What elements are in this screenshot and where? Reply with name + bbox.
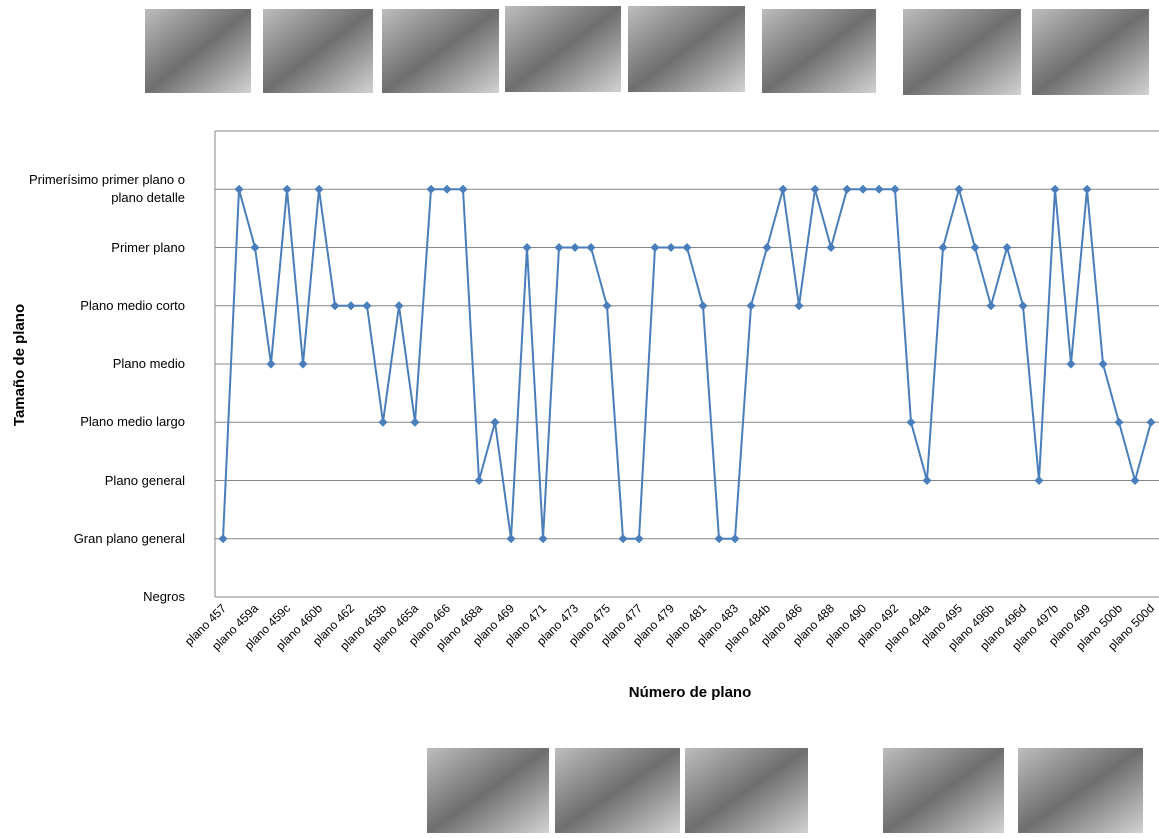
marker — [330, 301, 340, 311]
film-still — [762, 9, 876, 93]
marker — [698, 301, 708, 311]
marker — [650, 243, 660, 252]
film-still — [883, 748, 1004, 833]
marker — [618, 534, 628, 544]
marker — [1098, 359, 1108, 369]
y-tick-label: Plano medio corto — [80, 297, 185, 313]
y-tick-label: Gran plano general — [73, 530, 185, 546]
y-tick-label: Primerísimo primer plano o plano detalle — [28, 172, 185, 206]
marker — [986, 301, 996, 311]
marker — [1146, 417, 1156, 427]
marker — [938, 243, 948, 252]
marker — [1018, 301, 1028, 311]
y-axis-title: Tamaño de plano — [11, 304, 28, 426]
marker — [538, 534, 548, 544]
film-still — [1018, 748, 1143, 833]
film-still — [685, 748, 808, 833]
y-tick-label: Plano general — [104, 472, 185, 488]
marker — [250, 243, 260, 252]
marker — [602, 301, 612, 311]
marker — [346, 301, 356, 311]
marker — [442, 184, 452, 194]
marker — [1130, 476, 1140, 485]
marker — [730, 534, 740, 544]
thumbnails-bottom — [427, 748, 1143, 833]
thumbnails-top — [145, 6, 1149, 95]
marker — [1082, 184, 1092, 194]
marker — [1066, 359, 1076, 369]
marker — [314, 184, 324, 194]
film-still — [427, 748, 549, 833]
marker — [506, 534, 516, 544]
film-still — [263, 9, 373, 93]
marker — [778, 184, 788, 194]
marker — [634, 534, 644, 544]
marker — [858, 184, 868, 194]
marker — [762, 243, 772, 252]
marker — [218, 534, 228, 544]
marker — [298, 359, 308, 369]
marker — [426, 184, 436, 194]
marker — [842, 184, 852, 194]
film-still — [382, 9, 499, 93]
marker — [826, 243, 836, 252]
marker — [410, 417, 420, 427]
y-tick-label: Plano medio largo — [80, 414, 185, 430]
marker — [1050, 184, 1060, 194]
marker — [490, 417, 500, 427]
marker — [1114, 417, 1124, 427]
marker — [554, 243, 564, 252]
marker — [1002, 243, 1012, 252]
y-tick-label: Plano medio — [112, 356, 185, 371]
film-still — [555, 748, 680, 833]
marker — [922, 476, 932, 485]
marker — [362, 301, 372, 311]
marker — [474, 476, 484, 485]
film-still — [628, 6, 745, 92]
marker — [378, 417, 388, 427]
marker — [282, 184, 292, 194]
marker — [906, 417, 916, 427]
marker — [874, 184, 884, 194]
marker — [794, 301, 804, 311]
y-tick-label: Negros — [143, 589, 185, 604]
marker — [970, 243, 980, 252]
x-axis-title: Número de plano — [629, 684, 752, 701]
marker — [954, 184, 964, 194]
marker — [682, 243, 692, 252]
marker — [522, 243, 532, 252]
y-tick-label: Primer plano — [111, 239, 185, 255]
marker — [746, 301, 756, 311]
marker — [458, 184, 468, 194]
marker — [266, 359, 276, 369]
marker — [394, 301, 404, 311]
film-still — [1032, 9, 1149, 95]
marker — [810, 184, 820, 194]
film-still — [145, 9, 251, 93]
film-still — [505, 6, 621, 92]
marker — [890, 184, 900, 194]
marker — [586, 243, 596, 252]
marker — [234, 184, 244, 194]
marker — [570, 243, 580, 252]
marker — [714, 534, 724, 544]
marker — [1034, 476, 1044, 485]
film-still — [903, 9, 1021, 95]
marker — [666, 243, 676, 252]
